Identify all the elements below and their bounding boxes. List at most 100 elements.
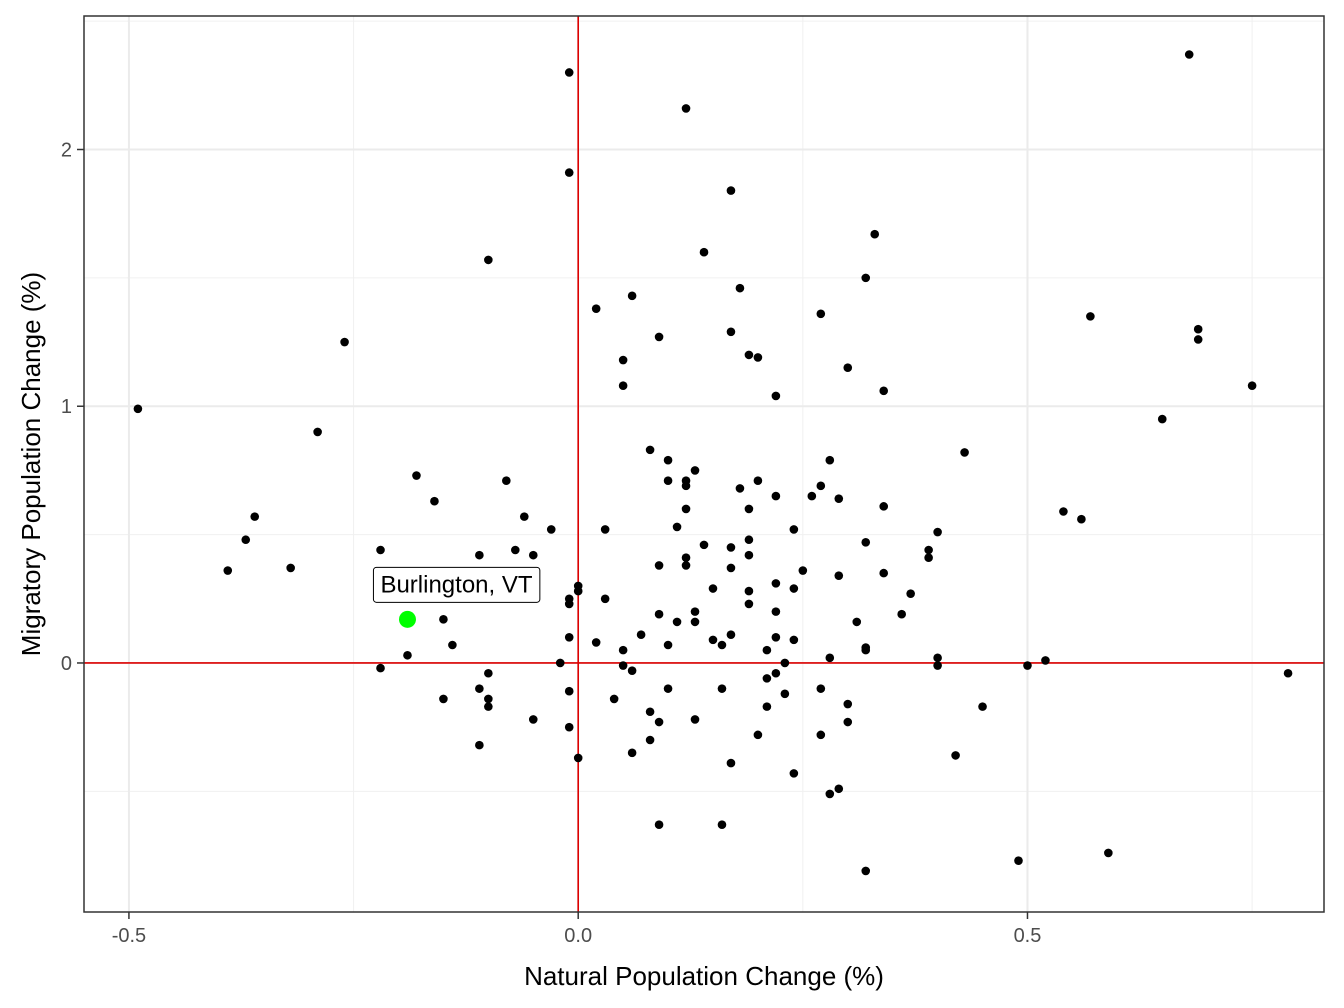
data-point — [627, 748, 637, 758]
data-point — [735, 283, 745, 293]
data-point — [645, 707, 655, 717]
data-point — [834, 494, 844, 503]
data-point — [1077, 514, 1086, 524]
data-point — [654, 609, 664, 619]
data-point — [564, 722, 574, 732]
data-point — [861, 866, 871, 876]
data-point — [1184, 50, 1194, 59]
data-point — [771, 607, 781, 616]
data-point — [843, 363, 853, 373]
data-point — [762, 702, 772, 711]
highlight-label: Burlington, VT — [380, 571, 532, 598]
data-point — [879, 502, 889, 511]
data-point — [654, 820, 664, 830]
data-point — [744, 504, 754, 514]
data-point — [573, 753, 583, 763]
data-point — [1014, 856, 1023, 865]
data-point — [241, 535, 251, 545]
data-point — [771, 491, 781, 501]
data-point — [484, 702, 493, 711]
data-point — [726, 543, 736, 552]
data-point — [672, 617, 682, 627]
data-point — [439, 694, 448, 704]
y-tick-label: 2 — [61, 140, 72, 162]
data-point — [376, 545, 385, 555]
data-point — [618, 661, 628, 670]
data-point — [816, 481, 826, 491]
data-point — [654, 561, 664, 570]
data-point — [870, 229, 880, 239]
data-point — [717, 640, 727, 650]
x-axis-ticks: -0.5 0.0 0.5 — [112, 912, 1041, 947]
data-point — [744, 535, 754, 545]
data-point — [933, 527, 942, 537]
data-point — [924, 545, 933, 555]
data-point — [681, 104, 691, 113]
data-point — [484, 255, 493, 265]
x-tick-label: 0.0 — [564, 925, 592, 947]
data-point — [762, 645, 772, 655]
x-tick-label: -0.5 — [112, 925, 146, 947]
data-point — [717, 820, 727, 830]
data-point — [681, 553, 691, 563]
data-point — [978, 702, 987, 711]
data-point — [825, 653, 835, 663]
data-point — [1157, 414, 1167, 424]
y-axis-ticks: 0 1 2 — [61, 140, 84, 675]
data-point — [618, 381, 628, 390]
data-point — [753, 353, 763, 362]
data-point — [825, 789, 835, 799]
data-point — [771, 668, 781, 678]
data-point — [951, 751, 960, 760]
data-point — [663, 476, 673, 485]
data-point — [852, 617, 862, 627]
data-point — [825, 455, 835, 465]
data-point — [1059, 507, 1068, 516]
data-point — [699, 540, 709, 550]
data-point — [627, 291, 637, 301]
data-point — [834, 571, 844, 580]
data-point — [564, 632, 574, 642]
data-point — [340, 337, 349, 347]
data-point — [726, 186, 736, 195]
data-point — [618, 645, 628, 655]
data-point — [672, 522, 682, 532]
data-point — [663, 455, 673, 465]
highlight-group: Burlington, VT — [372, 566, 541, 628]
data-point — [313, 427, 322, 437]
data-point — [681, 481, 691, 491]
data-points — [133, 50, 1293, 876]
data-point — [591, 638, 601, 647]
data-point — [789, 525, 799, 534]
data-point — [528, 550, 538, 560]
data-point — [519, 512, 529, 521]
data-point — [798, 566, 808, 575]
data-point — [528, 715, 538, 724]
reference-lines — [84, 16, 1324, 912]
data-point — [897, 609, 906, 619]
data-point — [573, 586, 583, 596]
data-point — [780, 658, 790, 668]
data-point — [771, 391, 781, 401]
data-point — [412, 471, 421, 480]
data-point — [618, 355, 628, 365]
data-point — [843, 717, 853, 727]
data-point — [726, 563, 736, 573]
data-point — [1283, 668, 1293, 678]
data-point — [591, 304, 601, 313]
data-point — [726, 630, 736, 640]
data-point — [448, 640, 457, 650]
data-point — [735, 484, 745, 493]
data-point — [1041, 656, 1050, 665]
data-point — [690, 607, 700, 616]
data-point — [430, 496, 439, 506]
data-point — [475, 684, 484, 693]
data-point — [439, 615, 448, 624]
data-point — [861, 645, 871, 655]
data-point — [744, 350, 754, 360]
data-point — [645, 445, 655, 455]
data-point — [609, 694, 619, 704]
x-axis-title: Natural Population Change (%) — [524, 961, 884, 991]
